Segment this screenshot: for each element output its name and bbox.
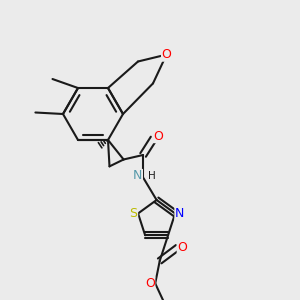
Text: S: S (130, 207, 138, 220)
Text: O: O (162, 48, 171, 61)
Text: O: O (145, 277, 155, 290)
Text: O: O (177, 241, 187, 254)
Text: N: N (133, 169, 142, 182)
Text: N: N (175, 207, 184, 220)
Text: H: H (148, 171, 155, 181)
Text: O: O (153, 130, 163, 142)
